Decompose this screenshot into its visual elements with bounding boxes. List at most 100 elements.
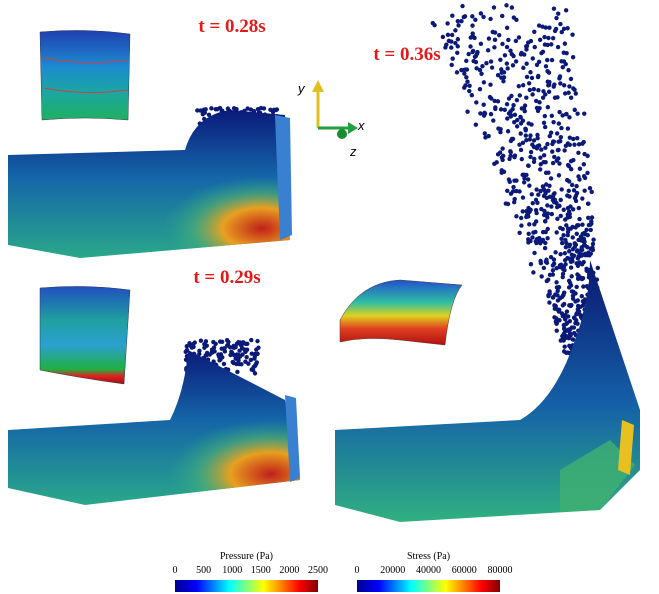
particle <box>569 265 573 269</box>
particle <box>541 160 545 164</box>
particle <box>232 346 236 350</box>
particle <box>580 237 584 241</box>
particle <box>563 251 567 255</box>
particle <box>559 338 563 342</box>
particle <box>539 147 543 151</box>
particle <box>465 110 469 114</box>
particle <box>450 63 454 67</box>
particle <box>445 21 449 25</box>
particle <box>511 63 515 67</box>
plate-inset <box>40 286 130 384</box>
particle <box>559 135 563 139</box>
particle <box>569 274 573 278</box>
particle <box>555 328 559 332</box>
particle <box>493 105 497 109</box>
particle <box>543 114 547 118</box>
particle <box>569 77 573 81</box>
particle <box>542 121 546 125</box>
particle <box>575 232 579 236</box>
particle <box>576 256 580 260</box>
particle <box>532 138 536 142</box>
particle <box>567 115 571 119</box>
particle <box>470 50 474 54</box>
particle <box>566 206 570 210</box>
particle <box>544 64 548 68</box>
particle <box>527 222 531 226</box>
particle <box>583 243 587 247</box>
particle <box>517 143 521 147</box>
particle <box>539 207 543 211</box>
particle <box>199 338 203 342</box>
particle <box>524 62 528 66</box>
time-label: t = 0.29s <box>193 267 260 288</box>
particle <box>543 146 547 150</box>
particle <box>582 162 586 166</box>
particle <box>545 236 549 240</box>
particle <box>479 72 483 76</box>
particle <box>218 339 222 343</box>
particle <box>524 47 528 51</box>
axes-triad: y x z <box>297 80 365 159</box>
particle <box>555 321 559 325</box>
particle <box>459 19 463 23</box>
particle <box>500 70 504 74</box>
particle <box>549 176 553 180</box>
particle <box>558 81 562 85</box>
particle <box>500 146 504 150</box>
plate-inset <box>40 30 130 120</box>
particle <box>564 144 568 148</box>
particle <box>556 45 560 49</box>
particle <box>490 65 494 69</box>
particle <box>514 39 518 43</box>
particle <box>463 14 467 18</box>
particle <box>566 163 570 167</box>
particle <box>535 201 539 205</box>
particle <box>514 59 518 63</box>
particle <box>557 173 561 177</box>
particle <box>562 83 566 87</box>
particle <box>521 195 525 199</box>
particle <box>478 87 482 91</box>
particle <box>510 107 514 111</box>
particle <box>467 84 471 88</box>
particle <box>577 142 581 146</box>
particle <box>553 29 557 33</box>
particle <box>489 59 493 63</box>
particle <box>584 228 588 232</box>
particle <box>254 347 258 351</box>
particle <box>482 80 486 84</box>
particle <box>577 206 581 210</box>
particle <box>578 167 582 171</box>
particle <box>569 303 573 307</box>
particle <box>537 23 541 27</box>
particle <box>497 33 501 37</box>
particle <box>514 178 518 182</box>
particle <box>209 106 213 110</box>
particle <box>590 190 594 194</box>
particle <box>496 99 500 103</box>
particle <box>228 345 232 349</box>
particle <box>524 215 528 219</box>
particle <box>543 92 547 96</box>
particle <box>531 270 535 274</box>
particle <box>537 100 541 104</box>
arrow-head <box>312 80 324 92</box>
particle <box>563 262 567 266</box>
figure: y x z t = 0.28s t = 0.36s t = 0.29s Pres… <box>0 0 659 594</box>
particle <box>564 112 568 116</box>
particle <box>580 196 584 200</box>
particle <box>465 80 469 84</box>
particle <box>498 58 502 62</box>
particle <box>556 11 560 15</box>
particle <box>554 230 558 234</box>
particle <box>568 319 572 323</box>
particle <box>521 209 525 213</box>
particle <box>538 259 542 263</box>
particle <box>569 95 573 99</box>
particle <box>545 58 549 62</box>
particle <box>536 88 540 92</box>
particle <box>475 50 479 54</box>
particle <box>471 31 475 35</box>
particle <box>547 300 551 304</box>
particle <box>484 61 488 65</box>
